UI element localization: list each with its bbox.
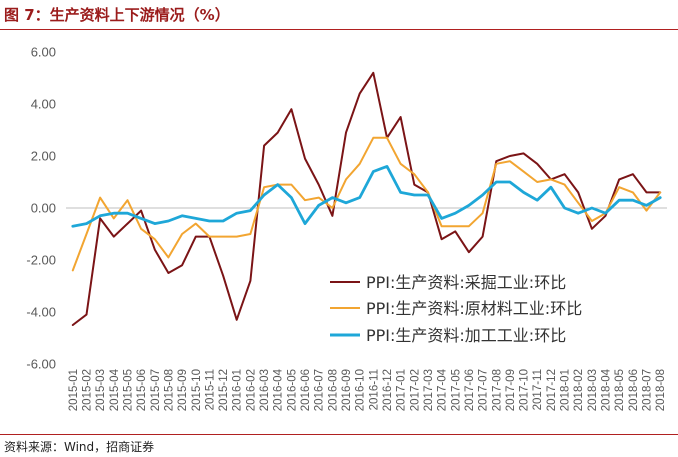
title-divider <box>0 29 678 30</box>
y-tick-label: 2.00 <box>31 149 56 164</box>
x-tick-label: 2015-09 <box>177 369 189 411</box>
source-note: 资料来源：Wind，招商证券 <box>4 440 155 454</box>
x-tick-label: 2015-05 <box>122 369 134 411</box>
y-tick-label: -4.00 <box>26 305 56 320</box>
y-tick-label: -6.00 <box>26 357 56 372</box>
x-tick-label: 2015-02 <box>81 369 93 411</box>
x-tick-label: 2015-04 <box>109 368 121 411</box>
x-tick-label: 2015-12 <box>218 369 230 411</box>
page-title: 图 7：生产资料上下游情况（%） <box>4 6 230 24</box>
x-tick-label: 2015-01 <box>68 369 80 411</box>
x-tick-label: 2018-04 <box>601 368 613 411</box>
footer-divider <box>0 434 678 435</box>
x-tick-label: 2016-05 <box>286 369 298 411</box>
x-tick-label: 2018-08 <box>655 369 667 411</box>
x-tick-label: 2015-07 <box>150 369 162 411</box>
x-tick-label: 2015-11 <box>204 369 216 410</box>
x-tick-label: 2016-06 <box>300 369 312 411</box>
x-tick-label: 2018-06 <box>628 369 640 411</box>
x-tick-label: 2017-01 <box>396 369 408 411</box>
legend-label: PPI:生产资料:采掘工业:环比 <box>366 273 566 292</box>
x-tick-label: 2018-01 <box>560 369 572 411</box>
x-tick-label: 2016-03 <box>259 369 271 411</box>
x-tick-label: 2017-09 <box>505 369 517 411</box>
series-line <box>71 71 662 326</box>
x-tick-label: 2016-02 <box>245 369 257 411</box>
x-tick-label: 2017-12 <box>546 369 558 411</box>
x-tick-label: 2017-11 <box>532 369 544 410</box>
series-line <box>71 136 662 272</box>
x-tick-label: 2016-11 <box>368 369 380 410</box>
x-tick-label: 2017-05 <box>450 369 462 411</box>
x-tick-label: 2016-12 <box>382 369 394 411</box>
y-tick-label: 4.00 <box>31 97 56 112</box>
x-tick-label: 2016-10 <box>355 369 367 411</box>
x-tick-label: 2015-08 <box>163 369 175 411</box>
x-tick-label: 2018-03 <box>587 369 599 411</box>
y-tick-label: -2.00 <box>26 253 56 268</box>
x-tick-label: 2017-07 <box>478 369 490 411</box>
x-tick-label: 2016-04 <box>273 368 285 411</box>
x-tick-label: 2016-07 <box>314 369 326 411</box>
x-tick-label: 2015-03 <box>95 369 107 411</box>
x-tick-label: 2018-02 <box>573 369 585 411</box>
title-bar: 图 7：生产资料上下游情况（%） <box>0 0 678 30</box>
x-tick-label: 2017-02 <box>409 369 421 411</box>
x-tick-label: 2015-10 <box>191 369 203 411</box>
x-tick-label: 2015-06 <box>136 369 148 411</box>
x-tick-label: 2017-03 <box>423 369 435 411</box>
legend-label: PPI:生产资料:加工工业:环比 <box>366 326 566 345</box>
x-tick-label: 2017-06 <box>464 369 476 411</box>
x-tick-label: 2016-09 <box>341 369 353 411</box>
x-tick-label: 2018-07 <box>642 369 654 411</box>
legend-label: PPI:生产资料:原材料工业:环比 <box>366 299 582 318</box>
x-tick-label: 2016-01 <box>232 369 244 411</box>
x-tick-label: 2016-08 <box>327 369 339 411</box>
x-tick-label: 2017-08 <box>491 369 503 411</box>
x-tick-label: 2017-04 <box>437 368 449 411</box>
x-tick-label: 2017-10 <box>519 369 531 411</box>
y-tick-label: 0.00 <box>31 201 56 216</box>
x-tick-label: 2018-05 <box>614 369 626 411</box>
series-line <box>71 164 662 228</box>
y-tick-label: 6.00 <box>31 45 56 60</box>
